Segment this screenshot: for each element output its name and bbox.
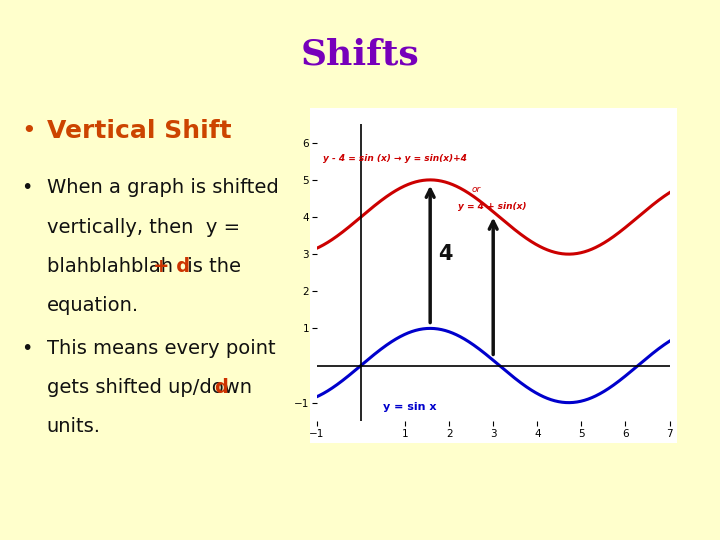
Text: This means every point: This means every point — [47, 339, 276, 357]
Text: 4: 4 — [438, 244, 453, 264]
Text: blahblahblah: blahblahblah — [47, 257, 179, 276]
Text: y = 4 + sin(x): y = 4 + sin(x) — [458, 202, 526, 211]
Text: •: • — [22, 178, 33, 197]
Text: Shifts: Shifts — [301, 38, 419, 72]
Text: units.: units. — [47, 417, 101, 436]
Text: or: or — [471, 185, 480, 194]
Text: Vertical Shift: Vertical Shift — [47, 119, 231, 143]
Text: y - 4 = sin (x) → y = sin(x)+4: y - 4 = sin (x) → y = sin(x)+4 — [323, 154, 467, 163]
Text: When a graph is shifted: When a graph is shifted — [47, 178, 279, 197]
Text: •: • — [22, 119, 36, 143]
Text: gets shifted up/down: gets shifted up/down — [47, 378, 258, 397]
Text: + d: + d — [153, 257, 191, 276]
Text: equation.: equation. — [47, 296, 139, 315]
Text: •: • — [22, 339, 33, 357]
Text: d: d — [214, 378, 228, 397]
Text: y = sin x: y = sin x — [383, 402, 436, 412]
FancyBboxPatch shape — [310, 108, 677, 443]
Text: is the: is the — [181, 257, 240, 276]
Text: vertically, then  y =: vertically, then y = — [47, 218, 240, 237]
